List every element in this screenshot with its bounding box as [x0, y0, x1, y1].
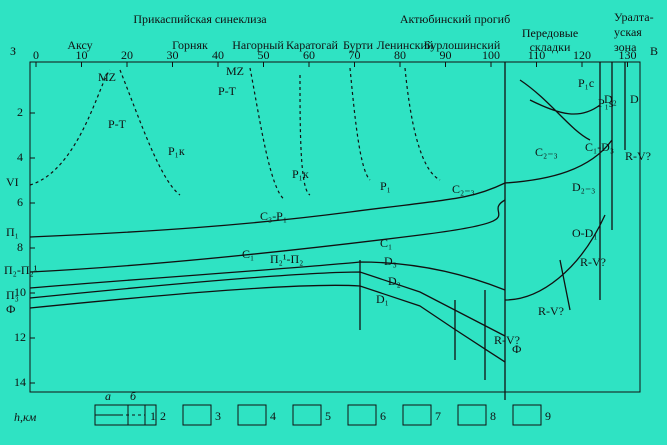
front-folds: Передовые — [522, 26, 578, 40]
region: Прикаспийская синеклиза — [133, 12, 267, 26]
layer-label: C₁ — [242, 247, 254, 261]
layer-label: P₁к — [292, 167, 309, 181]
depth-tick-label: 10 — [14, 285, 26, 299]
legend-number: 8 — [490, 409, 496, 423]
legend-box — [512, 404, 542, 426]
horizon-label: Ф — [6, 302, 15, 316]
layer-label: D₂ — [388, 274, 401, 288]
legend-box — [127, 404, 157, 426]
location: Каратогай — [286, 38, 339, 52]
legend-box — [347, 404, 377, 426]
layer-label: MZ — [226, 64, 244, 78]
layer-label: Ф — [512, 342, 521, 356]
frame — [29, 61, 641, 393]
layer-label: R-V? — [580, 255, 606, 269]
layer-label: D — [630, 92, 639, 106]
legend-number: 1 — [150, 409, 156, 423]
depth-tick-label: 4 — [17, 150, 23, 164]
legend-box — [457, 404, 487, 426]
layer-label: P-T — [108, 117, 127, 131]
x-tick-label: 50 — [258, 48, 270, 62]
layer-label: R-V? — [625, 149, 651, 163]
depth-tick-label: 14 — [14, 375, 26, 389]
layer-label: R-V? — [494, 333, 520, 347]
horizon-label: П₃ — [6, 288, 19, 302]
legend-number: 5 — [325, 409, 331, 423]
west-label: З — [10, 44, 16, 58]
layer-label: C₂₋₃ — [452, 182, 475, 196]
layer-label: P-T — [218, 84, 237, 98]
x-tick-label: 20 — [121, 48, 133, 62]
x-tick-label: 130 — [619, 48, 637, 62]
layer-label: R-V? — [538, 304, 564, 318]
legend-number: 9 — [545, 409, 551, 423]
layer-label: P₁s — [598, 96, 614, 110]
legend-box — [402, 404, 432, 426]
layer-label: D₂ — [604, 92, 617, 106]
layer-label: C₃-P₁ — [260, 209, 287, 223]
region: Актюбинский прогиб — [400, 12, 510, 26]
x-tick-label: 100 — [482, 48, 500, 62]
location: Бурлошинский — [424, 38, 501, 52]
depth-tick-label: 6 — [17, 195, 23, 209]
layer-label: MZ — [98, 70, 116, 84]
legend: а б1 2 3 4 5 6 7 8 9 — [94, 389, 551, 426]
depth-tick-label: 8 — [17, 240, 23, 254]
location: Аксу — [67, 38, 92, 52]
legend-number: 2 — [160, 409, 166, 423]
ural-zone: зона — [614, 40, 637, 54]
x-tick-label: 30 — [167, 48, 179, 62]
x-tick-label: 40 — [212, 48, 224, 62]
location: Бурти — [343, 38, 374, 52]
legend-box — [182, 404, 212, 426]
depth-tick-label: 2 — [17, 105, 23, 119]
legend-number: 7 — [435, 409, 441, 423]
depth-tick-label: 12 — [14, 330, 26, 344]
location: Ленинский — [377, 38, 434, 52]
front-folds: складки — [530, 40, 571, 54]
x-tick-label: 70 — [349, 48, 361, 62]
x-tick-label: 120 — [573, 48, 591, 62]
geology — [29, 62, 626, 400]
x-tick-label: 60 — [303, 48, 315, 62]
legend-box — [237, 404, 267, 426]
x-tick-label: 0 — [33, 48, 39, 62]
x-tick-label: 90 — [440, 48, 452, 62]
legend-number: 3 — [215, 409, 221, 423]
layer-label: C₁ — [380, 236, 392, 250]
depth-unit: h,км — [14, 410, 37, 424]
x-tick-label: 110 — [528, 48, 546, 62]
location: Нагорный — [232, 38, 284, 52]
legend-sub: б — [130, 389, 137, 403]
ural-zone: уская — [614, 25, 642, 39]
layer-label: P₁ — [380, 179, 391, 193]
legend-number: 4 — [270, 409, 276, 423]
layer-label: П₂¹-П₂ — [270, 252, 303, 266]
horizon-label: VI — [6, 175, 19, 189]
layer-label: O-D₁ — [572, 226, 598, 240]
layer-label: C₁-D₃ — [585, 140, 614, 154]
ural-zone: Уралта- — [614, 10, 654, 24]
horizon-label: П₁ — [6, 225, 19, 239]
east-label: В — [650, 44, 658, 58]
layer-label: D₁ — [376, 292, 389, 306]
layer-label: P₁к — [168, 144, 185, 158]
location: Горняк — [172, 38, 208, 52]
legend-box — [292, 404, 322, 426]
layer-label: D₃ — [384, 254, 397, 268]
layer-label: P₁с — [578, 76, 594, 90]
layer-label: D₂₋₃ — [572, 180, 595, 194]
legend-number: 6 — [380, 409, 386, 423]
x-tick-label: 10 — [76, 48, 88, 62]
layer-label: C₂₋₃ — [535, 145, 558, 159]
horizon-label: П₂-П₂¹ — [4, 263, 38, 277]
legend-sub: а — [105, 389, 111, 403]
x-tick-label: 80 — [394, 48, 406, 62]
